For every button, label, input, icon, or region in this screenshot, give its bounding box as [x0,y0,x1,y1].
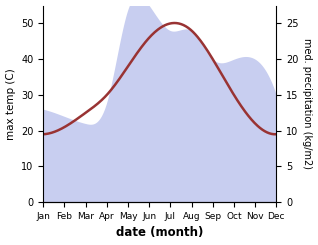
X-axis label: date (month): date (month) [116,226,204,239]
Y-axis label: max temp (C): max temp (C) [5,68,16,140]
Y-axis label: med. precipitation (kg/m2): med. precipitation (kg/m2) [302,38,313,169]
